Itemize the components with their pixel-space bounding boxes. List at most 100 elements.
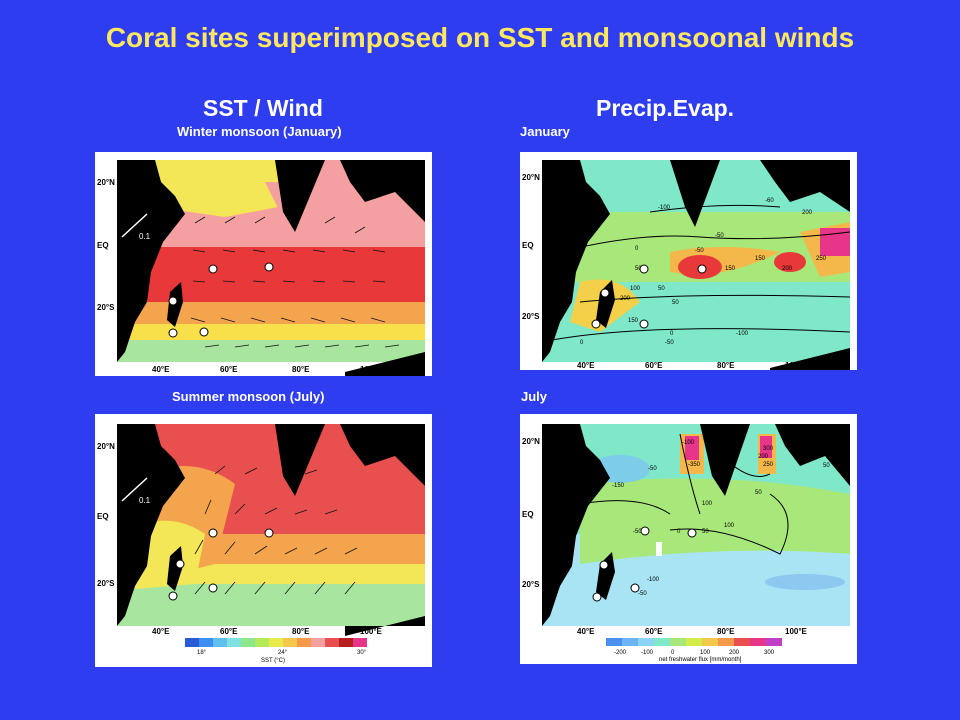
india-landmass: [275, 424, 325, 496]
africa-landmass: [117, 160, 185, 362]
coral-site-marker: [208, 264, 218, 274]
svg-text:50: 50: [702, 529, 709, 535]
svg-text:0: 0: [635, 246, 639, 252]
svg-text:100: 100: [702, 501, 713, 507]
svg-text:250: 250: [816, 256, 827, 262]
colorbar-tick: -200: [614, 650, 627, 656]
coral-site-marker: [639, 319, 649, 329]
svg-text:50: 50: [672, 300, 679, 306]
coral-site-marker: [199, 327, 209, 337]
svg-text:150: 150: [755, 256, 766, 262]
lat-label: 20°N: [522, 173, 540, 182]
coral-site-marker: [591, 319, 601, 329]
coral-site-marker: [208, 583, 218, 593]
svg-text:50: 50: [658, 286, 665, 292]
sst-wind-heading: SST / Wind: [203, 95, 323, 121]
colorbar-label: SST (°C): [261, 658, 285, 664]
summer-monsoon-label: Summer monsoon (July): [172, 389, 325, 404]
southeast-asia-landmass: [340, 424, 425, 486]
lat-label: 20°N: [522, 437, 540, 446]
svg-text:-50: -50: [665, 340, 674, 346]
svg-text:50: 50: [823, 463, 830, 469]
precip-evap-july-map: -100 -350 300 200 250 50 -50 -150 100 50…: [520, 414, 857, 664]
lat-label: 20°S: [97, 303, 115, 312]
svg-text:0: 0: [677, 529, 681, 535]
colorbar-tick: 30°: [357, 650, 367, 656]
svg-text:150: 150: [628, 318, 639, 324]
lat-label: 20°N: [97, 442, 115, 451]
lat-label: EQ: [522, 510, 534, 519]
sst-colorbar: [185, 638, 367, 647]
svg-text:250: 250: [763, 462, 774, 468]
coral-site-marker: [599, 560, 609, 570]
svg-text:300: 300: [763, 446, 774, 452]
colorbar-label: net freshwater flux [mm/month]: [659, 657, 742, 663]
slide-title: Coral sites superimposed on SST and mons…: [105, 22, 855, 53]
coral-site-marker: [168, 296, 178, 306]
coral-site-marker: [600, 288, 610, 298]
lon-label: 80°E: [292, 365, 310, 374]
svg-text:-50: -50: [648, 466, 657, 472]
svg-text:-100: -100: [658, 205, 671, 211]
lat-label: 20°N: [97, 178, 115, 187]
lat-label: EQ: [522, 241, 534, 250]
lon-label: 60°E: [220, 627, 238, 636]
colorbar-tick: 24°: [278, 650, 288, 656]
svg-text:-50: -50: [695, 248, 704, 254]
lon-label: 80°E: [292, 627, 310, 636]
lon-label: 60°E: [220, 365, 238, 374]
flux-colorbar: [606, 638, 782, 646]
wind-scale-label: 0.1: [139, 232, 151, 241]
coral-site-marker: [264, 528, 274, 538]
colorbar-tick: 200: [729, 650, 740, 656]
svg-text:100: 100: [724, 523, 735, 529]
lat-label: 20°S: [522, 580, 540, 589]
lon-label: 60°E: [645, 627, 663, 636]
precip-evap-heading: Precip.Evap.: [596, 95, 735, 121]
africa-landmass: [117, 424, 185, 626]
svg-text:-60: -60: [765, 198, 774, 204]
coral-site-marker: [168, 591, 178, 601]
precip-evap-january-map: -100 -50 -60 -50 200 0 50 150 150 200 25…: [520, 152, 857, 370]
lon-label: 40°E: [152, 627, 170, 636]
lon-label: 100°E: [360, 627, 383, 636]
svg-text:-100: -100: [736, 331, 749, 337]
lat-label: EQ: [97, 241, 109, 250]
svg-text:-350: -350: [688, 462, 701, 468]
lon-label: 40°E: [577, 627, 595, 636]
svg-text:200: 200: [782, 266, 793, 272]
coral-site-marker: [592, 592, 602, 602]
southeast-asia-landmass: [760, 160, 850, 212]
coral-site-marker: [208, 528, 218, 538]
svg-text:0: 0: [580, 340, 584, 346]
svg-text:-100: -100: [647, 577, 660, 583]
sst-wind-july-map: 0.1 20°N EQ 20°S 40°E 60°E 80°E 100°E 18…: [95, 414, 432, 667]
svg-text:200: 200: [758, 454, 769, 460]
colorbar-tick: 0: [671, 650, 675, 656]
africa-landmass: [542, 424, 610, 626]
svg-text:50: 50: [635, 266, 642, 272]
india-landmass: [700, 424, 750, 496]
svg-text:-150: -150: [612, 483, 625, 489]
svg-text:200: 200: [620, 296, 631, 302]
southeast-asia-landmass: [775, 424, 850, 486]
india-landmass: [275, 160, 325, 232]
wind-scale-label: 0.1: [139, 496, 151, 505]
winter-monsoon-label: Winter monsoon (January): [177, 124, 342, 139]
coral-site-marker: [168, 328, 178, 338]
svg-text:200: 200: [802, 210, 813, 216]
sst-wind-january-map: 0.1 20°N EQ 20°S 40°E 60°E 80°E 100°E: [95, 152, 432, 376]
coral-site-marker: [264, 262, 274, 272]
lon-label: 80°E: [717, 361, 735, 370]
africa-landmass: [542, 160, 610, 362]
lon-label: 100°E: [360, 365, 383, 374]
coral-site-marker: [175, 559, 185, 569]
wind-scale-arrow: [121, 213, 148, 238]
colorbar-tick: 100: [700, 650, 711, 656]
colorbar-tick: -100: [641, 650, 654, 656]
colorbar-tick: 18°: [197, 650, 207, 656]
svg-text:-50: -50: [638, 591, 647, 597]
lon-label: 40°E: [577, 361, 595, 370]
coral-site-marker: [687, 528, 697, 538]
svg-text:-50: -50: [633, 529, 642, 535]
